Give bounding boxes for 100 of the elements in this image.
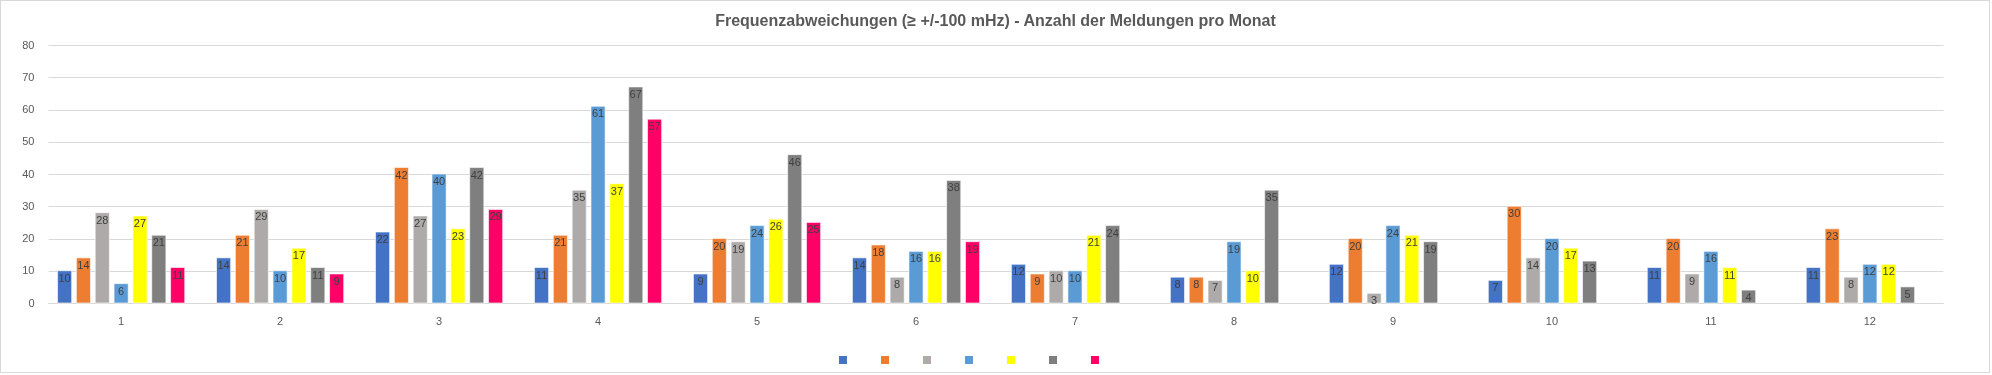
bar (806, 222, 821, 304)
bar (1563, 247, 1579, 304)
data-label: 16 (928, 252, 941, 265)
data-label: 21 (152, 236, 165, 249)
data-label: 11 (171, 268, 184, 281)
bar (1488, 280, 1503, 304)
bar (965, 241, 980, 304)
bar (571, 189, 587, 304)
data-label: 11 (1807, 268, 1820, 281)
data-label: 14 (853, 258, 866, 271)
x-tick-label: 2 (277, 314, 284, 327)
data-label: 12 (1330, 265, 1343, 278)
data-label: 5 (1904, 287, 1911, 300)
data-label: 20 (1545, 239, 1559, 252)
bar (693, 273, 708, 304)
data-label: 9 (333, 274, 340, 287)
data-label: 26 (769, 220, 782, 233)
data-label: 29 (489, 210, 502, 223)
bar (132, 215, 148, 304)
x-tick-label: 1 (118, 314, 125, 327)
data-label: 35 (1265, 191, 1278, 204)
bar (1207, 280, 1223, 304)
bar (609, 183, 625, 304)
bar (412, 215, 428, 304)
data-label: 10 (58, 271, 71, 284)
data-label: 12 (1012, 265, 1025, 278)
bar (57, 270, 72, 304)
bar (488, 209, 503, 304)
bar (1900, 286, 1915, 304)
bar (534, 267, 549, 304)
bar (76, 257, 91, 304)
x-tick-label: 9 (1389, 314, 1396, 327)
bar (94, 212, 110, 304)
data-label: 10 (1246, 271, 1259, 284)
bar (170, 267, 186, 304)
bar (647, 118, 662, 304)
bar (553, 234, 568, 304)
x-tick-label: 8 (1230, 314, 1238, 327)
data-label: 17 (1564, 249, 1577, 262)
bar (1347, 238, 1363, 304)
data-label: 13 (1583, 262, 1596, 275)
y-tick-label: 60 (22, 103, 35, 115)
bar (1647, 267, 1662, 304)
bar (768, 218, 784, 304)
data-label: 20 (1667, 239, 1680, 252)
data-label: 20 (1349, 239, 1362, 252)
data-label: 14 (77, 258, 90, 271)
data-label: 8 (1193, 278, 1200, 291)
bar (889, 276, 905, 304)
x-tick-label: 6 (912, 314, 920, 327)
data-label: 37 (610, 184, 624, 197)
y-tick-label: 0 (28, 296, 35, 309)
bar (1188, 276, 1204, 304)
data-label: 14 (217, 258, 230, 271)
bar (450, 228, 466, 304)
data-label: 57 (648, 120, 661, 133)
bar (1226, 241, 1242, 304)
bar (1366, 293, 1382, 304)
data-label: 12 (1863, 265, 1876, 278)
data-label: 35 (573, 191, 586, 204)
data-label: 30 (1508, 207, 1521, 220)
data-label: 67 (629, 87, 642, 100)
bar (870, 244, 886, 304)
bar (927, 251, 943, 304)
bar (1067, 270, 1083, 304)
data-label: 9 (1034, 274, 1041, 287)
data-label: 10 (1050, 271, 1063, 284)
data-label: 21 (1087, 236, 1100, 249)
bar (1741, 289, 1756, 304)
data-label: 46 (788, 155, 801, 168)
bar (711, 238, 727, 304)
data-label: 19 (732, 242, 745, 255)
bar (1525, 257, 1541, 304)
data-label: 40 (432, 175, 446, 187)
data-label: 24 (1386, 226, 1400, 239)
data-label: 27 (133, 216, 147, 229)
bar (253, 209, 269, 304)
data-label: 9 (1688, 274, 1696, 287)
data-label: 28 (96, 213, 109, 226)
data-label: 8 (1174, 278, 1181, 291)
bar (1684, 273, 1700, 304)
data-label: 18 (872, 245, 885, 258)
y-tick-label: 40 (22, 167, 35, 180)
bar (151, 234, 167, 304)
x-tick-label: 4 (595, 314, 602, 327)
bar (1506, 205, 1522, 304)
data-label: 11 (535, 268, 548, 281)
bar (469, 167, 485, 304)
bar (908, 251, 924, 304)
bar (1385, 225, 1401, 304)
data-label: 10 (1068, 271, 1082, 284)
bar (216, 257, 231, 304)
data-label: 3 (1371, 294, 1378, 307)
bar (235, 234, 250, 304)
data-label: 16 (909, 252, 923, 265)
data-label: 11 (1724, 268, 1736, 281)
bar (628, 86, 644, 304)
data-label: 19 (1424, 242, 1437, 255)
data-label: 17 (292, 249, 306, 262)
bar (1105, 225, 1121, 304)
